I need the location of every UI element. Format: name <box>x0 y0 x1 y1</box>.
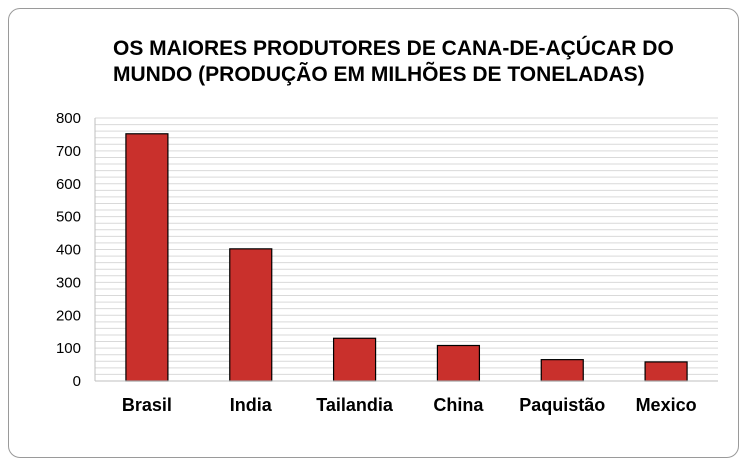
chart-title: OS MAIORES PRODUTORES DE CANA-DE-AÇÚCAR … <box>113 37 674 86</box>
y-tick-label: 400 <box>56 242 81 259</box>
y-tick-label: 200 <box>56 307 81 324</box>
x-tick-label: India <box>230 395 273 415</box>
y-tick-label: 800 <box>56 110 81 127</box>
y-tick-label: 0 <box>73 373 81 390</box>
bar-china <box>436 344 481 382</box>
y-tick-label: 500 <box>56 209 81 226</box>
x-tick-label: Mexico <box>636 395 697 415</box>
x-tick-label: China <box>433 395 484 415</box>
x-tick-label: Brasil <box>122 395 172 415</box>
x-axis: Brasil India Tailandia China Paquistão Mexico <box>95 380 718 415</box>
bar-paquistão <box>540 359 584 382</box>
y-tick-label: 700 <box>56 143 81 160</box>
bar-mexico <box>644 361 688 382</box>
y-axis: 0 100 200 300 400 500 600 700 800 <box>56 110 96 390</box>
y-tick-label: 300 <box>56 274 81 291</box>
x-tick-label: Paquistão <box>519 395 605 415</box>
bars <box>125 133 688 382</box>
gridlines <box>95 117 718 382</box>
bar-brasil <box>125 133 169 382</box>
x-tick-label: Tailandia <box>316 395 394 415</box>
y-tick-label: 600 <box>56 176 81 193</box>
bar-tailandia <box>332 337 377 382</box>
bar-india <box>229 248 273 382</box>
y-tick-label: 100 <box>56 340 81 357</box>
